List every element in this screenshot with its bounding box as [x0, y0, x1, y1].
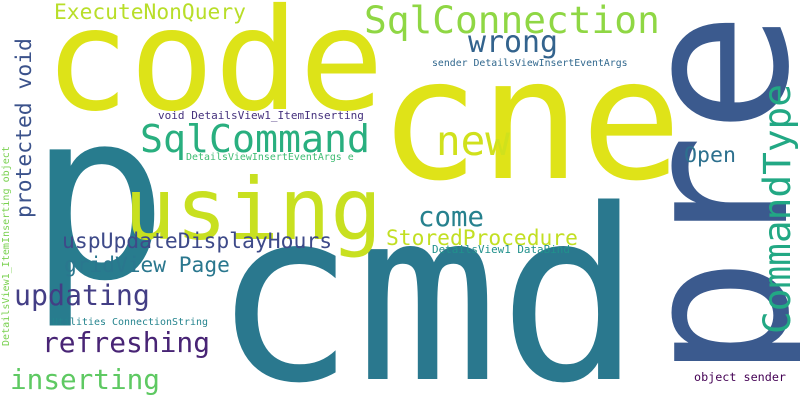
word-wrong: wrong: [468, 25, 558, 60]
word-sqlcommand: SqlCommand: [140, 118, 371, 162]
word-gridview-page: gridView Page: [64, 251, 230, 277]
word-new: new: [436, 116, 510, 165]
word-refreshing: refreshing: [42, 326, 211, 359]
word-using: using: [124, 160, 382, 260]
word-commandtype: CommandType: [755, 83, 799, 334]
word-sqlconnection: SqlConnection: [364, 0, 660, 42]
word-object-sender: object sender: [694, 370, 786, 384]
word-open: Open: [684, 143, 736, 168]
word-cne: cne: [378, 22, 682, 218]
word-utilities-connectionstring: Utilities ConnectionString: [52, 317, 209, 328]
word-detailsview1-iteminserting-object: DetailsView1_ItemInserting object: [1, 146, 12, 346]
word-sender-detailsviewinserteventargs: sender DetailsViewInsertEventArgs: [432, 57, 628, 69]
word-executenonquery: ExecuteNonQuery: [54, 0, 246, 25]
word-detailsviewinserteventargs-e: DetailsViewInsertEventArgs e: [186, 152, 354, 163]
word-uspupdatedisplayhours: uspUpdateDisplayHours: [62, 228, 333, 254]
word-detailsview1-databind: DetailsView1 DataBind: [432, 242, 570, 256]
word-storedprocedure: StoredProcedure: [386, 225, 578, 251]
word-protected-void: protected void: [11, 38, 37, 218]
word-code: code: [44, 0, 385, 143]
word-come: come: [418, 201, 484, 233]
word-updating: updating: [14, 279, 150, 312]
word-cmd: cmd: [212, 159, 642, 400]
word-inserting: inserting: [10, 363, 160, 396]
word-void-detailsview1-iteminserting: void DetailsView1_ItemInserting: [158, 109, 364, 122]
word-p: p: [28, 61, 169, 333]
